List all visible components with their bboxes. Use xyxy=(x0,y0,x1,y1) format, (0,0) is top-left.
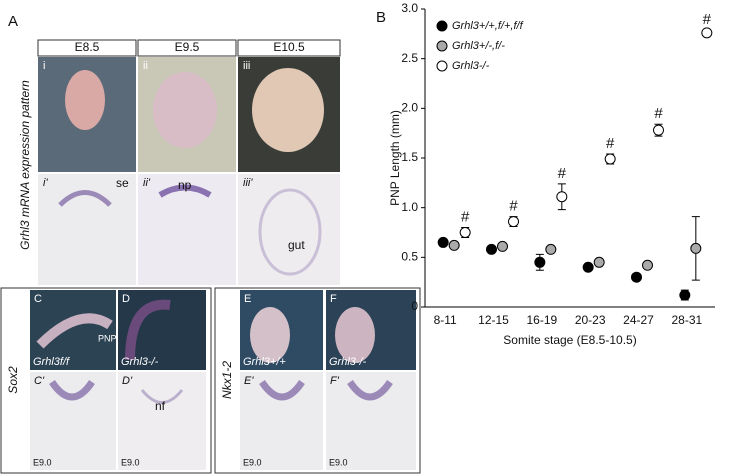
y-tick-label: 2.0 xyxy=(401,101,418,115)
data-point xyxy=(653,124,664,136)
x-tick-label: 8-11 xyxy=(434,313,457,327)
data-point xyxy=(437,236,449,248)
side-label: Nkx1-2 xyxy=(220,361,234,399)
data-point xyxy=(631,271,642,283)
genotype: Grhl3+/+ xyxy=(243,356,286,368)
panel-label: B xyxy=(376,9,386,26)
data-point xyxy=(690,242,702,254)
sub-tag: E' xyxy=(244,375,254,387)
annotation: nf xyxy=(155,399,166,413)
sub-tag: C xyxy=(34,293,42,305)
data-point xyxy=(642,259,653,271)
x-tick-label: 20-23 xyxy=(575,313,606,327)
y-axis-label: PNP Length (mm) xyxy=(388,110,402,206)
legend-label: Grhl3-/- xyxy=(452,60,490,72)
legend-label: Grhl3+/+,f/+,f/f xyxy=(452,20,524,32)
sub-tag: E xyxy=(244,293,251,305)
column-header: E8.5 xyxy=(75,40,100,54)
x-tick-label: 24-27 xyxy=(623,313,654,327)
point-label: # xyxy=(703,11,712,28)
sub-tag: ii xyxy=(143,60,148,72)
x-tick-label: 16-19 xyxy=(526,313,557,327)
legend-marker xyxy=(436,40,448,52)
data-point xyxy=(508,216,519,228)
panel-ef-frames xyxy=(214,287,421,474)
y-tick-label: 3.0 xyxy=(401,1,418,15)
data-point xyxy=(679,289,691,301)
sub-tag: i' xyxy=(43,177,48,189)
legend-marker xyxy=(436,60,448,72)
data-point xyxy=(556,191,568,203)
x-axis-label: Somite stage (E8.5-10.5) xyxy=(503,333,636,347)
annotation: PNP xyxy=(98,333,117,343)
y-tick-label: 2.5 xyxy=(401,51,418,65)
data-point xyxy=(497,240,508,252)
point-label: # xyxy=(654,105,663,122)
legend-marker xyxy=(436,20,448,32)
y-tick-label: 1.0 xyxy=(401,200,418,214)
stage: E9.0 xyxy=(121,457,140,467)
panel-a-frames xyxy=(37,39,341,285)
genotype: Grhl3-/- xyxy=(121,356,159,368)
annotation: gut xyxy=(288,238,305,252)
sub-tag: F xyxy=(330,293,337,305)
sub-tag: i xyxy=(43,60,45,72)
column-header: E10.5 xyxy=(273,40,305,54)
data-point xyxy=(486,243,497,255)
annotation: se xyxy=(116,176,129,190)
data-point xyxy=(593,256,605,268)
sub-tag: C' xyxy=(34,375,45,387)
data-point xyxy=(582,261,594,273)
annotation: np xyxy=(178,178,192,192)
sub-tag: ii' xyxy=(143,177,151,189)
x-tick-label: 28-31 xyxy=(671,313,702,327)
point-label: # xyxy=(509,198,518,215)
data-point xyxy=(448,239,460,251)
stage: E9.0 xyxy=(243,457,262,467)
panel-cd-frames xyxy=(0,287,212,474)
point-label: # xyxy=(558,165,567,182)
y-tick-label: 0 xyxy=(411,299,418,313)
point-label: # xyxy=(606,135,615,152)
column-header: E9.5 xyxy=(175,40,200,54)
axes xyxy=(424,9,715,308)
sub-tag: iii' xyxy=(243,177,253,189)
genotype: Grhl3-/- xyxy=(329,356,367,368)
side-label: Sox2 xyxy=(6,366,20,394)
data-point xyxy=(534,256,546,268)
sub-tag: D xyxy=(122,293,130,305)
data-point xyxy=(459,227,471,238)
legend-label: Grhl3+/-,f/- xyxy=(452,40,505,52)
genotype: Grhl3f/f xyxy=(33,356,70,368)
data-point xyxy=(604,153,616,165)
sub-tag: D' xyxy=(122,375,133,387)
panel-label: A xyxy=(8,13,18,30)
data-point xyxy=(701,27,713,39)
y-tick-label: 0.5 xyxy=(401,250,418,264)
x-tick-label: 12-15 xyxy=(478,313,509,327)
sub-tag: F' xyxy=(330,375,340,387)
stage: E9.0 xyxy=(329,457,348,467)
point-label: # xyxy=(461,209,470,226)
side-label: Grhl3 mRNA expression pattern xyxy=(18,80,32,250)
stage: E9.0 xyxy=(33,457,52,467)
y-tick-label: 1.5 xyxy=(401,150,418,164)
sub-tag: iii xyxy=(243,60,250,72)
data-point xyxy=(545,243,557,255)
